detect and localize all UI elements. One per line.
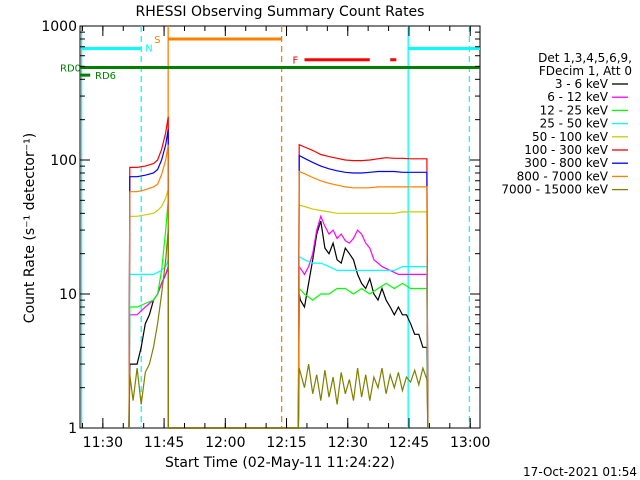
chart-marks: NS F RD0 RD6: [60, 26, 480, 429]
legend-label-1: 6 - 12 keV: [547, 90, 609, 104]
x-tick-label-1: 11:45: [144, 435, 184, 451]
y-tick-label-0: 1: [68, 421, 77, 437]
axes: 1 10 100 1000 11:30 11:45 12:00 12:15 12:30 12:45…: [41, 19, 490, 451]
y-tick-label-1: 10: [59, 287, 77, 303]
series-line-0: [128, 220, 429, 429]
legend-label-8: 7000 - 15000 keV: [501, 183, 608, 197]
footer-timestamp: 17-Oct-2021 01:54: [523, 465, 637, 479]
x-tick-label-0: 11:30: [83, 435, 123, 451]
y-axis-label: Count Rate (s⁻¹ detector⁻¹): [22, 133, 38, 323]
legend-label-6: 300 - 800 keV: [524, 156, 608, 170]
series-line-7: [128, 144, 429, 429]
x-axis-label: Start Time (02-May-11 11:24:22): [165, 455, 395, 471]
legend-label-3: 25 - 50 keV: [540, 117, 609, 131]
series-line-8: [128, 230, 429, 429]
series-line-1: [128, 214, 429, 429]
series-line-3: [128, 255, 429, 429]
chart-title: RHESSI Observing Summary Count Rates: [136, 4, 425, 20]
series-line-6: [128, 129, 429, 429]
series-line-2: [128, 200, 429, 429]
x-tick-label-3: 12:15: [266, 435, 306, 451]
x-tick-label-6: 13:00: [450, 435, 490, 451]
legend-label-4: 50 - 100 keV: [532, 130, 609, 144]
series-line-4: [128, 189, 429, 429]
legend-label-2: 12 - 25 keV: [540, 103, 609, 117]
plot-area: [79, 25, 481, 429]
legend-label-7: 800 - 7000 keV: [517, 169, 609, 183]
legend: Det 1,3,4,5,6,9,FDecim 1, Att 03 - 6 keV…: [501, 51, 632, 197]
series-line-5: [128, 116, 429, 429]
plot-frame: [79, 25, 481, 429]
flag-label-2: S: [154, 35, 160, 46]
flag-label-3: F: [292, 56, 298, 67]
flag-label-5: RD0: [60, 64, 81, 75]
legend-header-0: Det 1,3,4,5,6,9,: [538, 51, 632, 65]
y-tick-label-3: 1000: [41, 19, 77, 35]
y-tick-label-2: 100: [50, 153, 77, 169]
legend-label-5: 100 - 300 keV: [524, 143, 608, 157]
legend-header-1: FDecim 1, Att 0: [539, 64, 632, 78]
x-tick-label-5: 12:45: [389, 435, 429, 451]
x-tick-label-2: 12:00: [205, 435, 245, 451]
x-tick-label-4: 12:30: [328, 435, 368, 451]
flag-label-0: N: [145, 43, 152, 54]
flag-label-6: RD6: [95, 71, 116, 82]
legend-label-0: 3 - 6 keV: [555, 77, 609, 91]
